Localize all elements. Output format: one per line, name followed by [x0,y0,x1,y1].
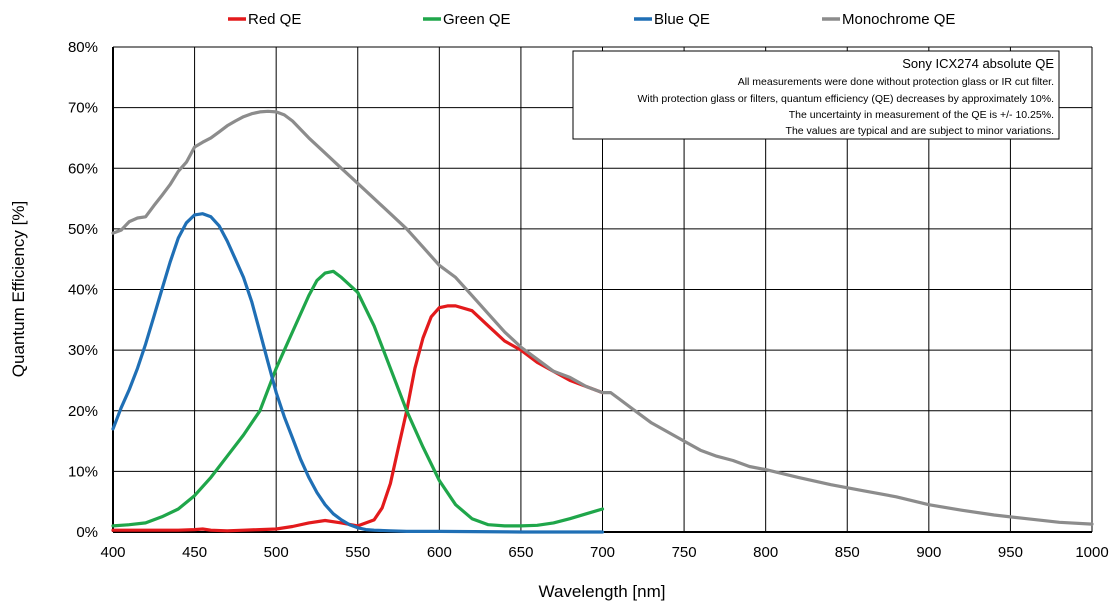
x-tick-label: 600 [427,544,452,561]
y-tick-label: 60% [68,160,98,177]
y-tick-label: 20% [68,403,98,420]
x-tick-label: 850 [835,544,860,561]
y-tick-label: 80% [68,39,98,56]
series-line-red-qe [111,304,605,533]
x-tick-label: 450 [182,544,207,561]
legend-label: Green QE [443,11,511,28]
annotation-line-4: The values are typical and are subject t… [786,125,1054,137]
legend: Red QE Green QE Blue QE Monochrome QE [228,11,955,28]
annotation-line-3: The uncertainty in measurement of the QE… [789,109,1054,121]
x-axis-label: Wavelength [nm] [539,582,666,601]
x-tick-label: 1000 [1075,544,1108,561]
legend-label: Monochrome QE [842,11,955,28]
y-tick-label: 40% [68,282,98,299]
y-tick-label: 10% [68,463,98,480]
annotation-box [572,50,1060,140]
series-line-monochrome-qe [111,109,1094,526]
y-tick-label: 70% [68,100,98,117]
x-tick-label: 400 [100,544,125,561]
annotation-title: Sony ICX274 absolute QE [902,56,1054,71]
x-tick-label: 700 [590,544,615,561]
y-tick-label: 50% [68,221,98,238]
series-line-blue-qe [111,212,605,534]
y-tick-label: 0% [76,524,98,541]
annotation-line-2: With protection glass or filters, quantu… [638,93,1055,105]
x-tick-label: 800 [753,544,778,561]
y-tick-label: 30% [68,342,98,359]
y-axis-label: Quantum Efficiency [%] [9,201,28,377]
x-tick-label: 750 [672,544,697,561]
legend-label: Red QE [248,11,301,28]
annotation-line-1: All measurements were done without prote… [738,76,1054,88]
x-tick-label: 550 [345,544,370,561]
x-tick-label: 500 [264,544,289,561]
legend-label: Blue QE [654,11,710,28]
x-tick-label: 950 [998,544,1023,561]
series-line-green-qe [111,269,605,528]
x-tick-label: 650 [508,544,533,561]
x-tick-label: 900 [916,544,941,561]
plot-lines [111,109,1094,534]
x-axis-ticks: 400 450 500 550 600 650 700 750 800 850 900 950 1000 [100,544,1108,561]
y-axis-ticks: 0% 10% 20% 30% 40% 50% 60% 70% 80% [68,39,98,541]
